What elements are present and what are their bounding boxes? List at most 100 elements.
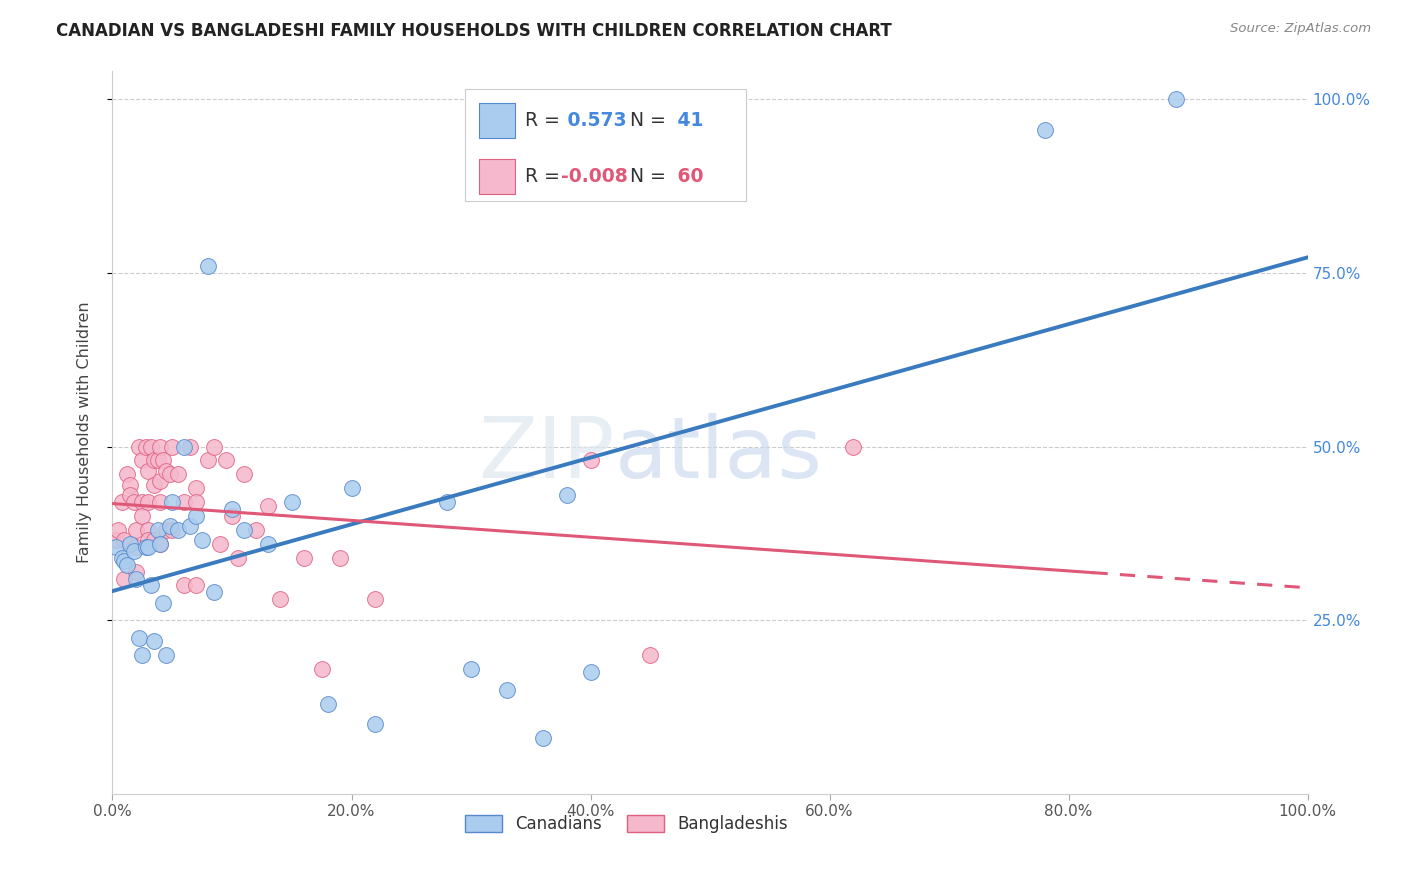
Point [531, 731, 554, 746]
Point [149, 495, 172, 509]
FancyBboxPatch shape [479, 160, 515, 194]
Point [292, 550, 315, 565]
Point [226, 550, 249, 565]
Point [114, 533, 135, 548]
Point [143, 453, 166, 467]
Point [152, 453, 174, 467]
Point [111, 550, 134, 565]
Point [162, 495, 183, 509]
Point [143, 477, 166, 491]
Text: R =: R = [524, 168, 565, 186]
Point [138, 541, 160, 555]
Point [221, 508, 243, 523]
Text: atlas: atlas [614, 413, 823, 496]
Point [138, 464, 160, 478]
Point [579, 453, 602, 467]
Point [138, 523, 160, 537]
Point [186, 481, 208, 495]
Point [436, 495, 458, 509]
Point [364, 717, 387, 731]
Point [167, 523, 190, 537]
Point [257, 499, 280, 513]
Point [162, 440, 183, 454]
Point [197, 259, 219, 273]
Point [105, 533, 128, 548]
Point [167, 467, 190, 482]
Point [146, 523, 169, 537]
Point [131, 508, 153, 523]
Point [179, 519, 201, 533]
Text: R =: R = [524, 112, 565, 130]
Point [215, 453, 238, 467]
Text: -0.008: -0.008 [561, 168, 627, 186]
Point [131, 453, 153, 467]
Point [128, 440, 150, 454]
Point [197, 453, 219, 467]
Point [316, 697, 339, 711]
Point [159, 467, 181, 482]
Point [640, 648, 662, 662]
Point [460, 662, 482, 676]
Point [221, 502, 243, 516]
Point [579, 665, 602, 680]
Text: Source: ZipAtlas.com: Source: ZipAtlas.com [1230, 22, 1371, 36]
Point [155, 648, 177, 662]
Legend: Canadians, Bangladeshis: Canadians, Bangladeshis [458, 808, 794, 839]
Point [555, 488, 578, 502]
Point [233, 467, 256, 482]
Point [105, 541, 128, 555]
Point [1033, 123, 1056, 137]
Point [186, 578, 208, 592]
Point [138, 533, 160, 548]
Point [115, 558, 138, 572]
Point [173, 440, 195, 454]
Point [120, 537, 142, 551]
Point [125, 565, 148, 579]
Point [111, 495, 134, 509]
Point [122, 495, 145, 509]
Point [146, 453, 169, 467]
Point [128, 631, 150, 645]
Point [269, 592, 291, 607]
Point [143, 533, 166, 548]
Point [152, 596, 174, 610]
Point [139, 578, 162, 592]
Point [131, 648, 153, 662]
Text: CANADIAN VS BANGLADESHI FAMILY HOUSEHOLDS WITH CHILDREN CORRELATION CHART: CANADIAN VS BANGLADESHI FAMILY HOUSEHOLD… [56, 22, 891, 40]
Point [364, 592, 387, 607]
Point [138, 495, 160, 509]
Point [186, 508, 208, 523]
Point [149, 537, 172, 551]
Point [114, 554, 135, 568]
Point [125, 572, 148, 586]
Y-axis label: Family Households with Children: Family Households with Children [77, 301, 91, 564]
Text: ZIP: ZIP [478, 413, 614, 496]
Point [155, 464, 177, 478]
Point [496, 682, 519, 697]
Point [122, 543, 145, 558]
Point [842, 440, 865, 454]
Point [186, 495, 208, 509]
Point [115, 467, 138, 482]
Point [155, 523, 177, 537]
Point [135, 440, 157, 454]
Point [162, 523, 183, 537]
Point [202, 585, 225, 599]
Point [114, 572, 135, 586]
Point [143, 634, 166, 648]
Text: 41: 41 [671, 112, 703, 130]
Point [311, 662, 333, 676]
Point [120, 488, 142, 502]
Point [173, 495, 195, 509]
Point [1166, 92, 1188, 106]
Point [202, 440, 225, 454]
Point [149, 475, 172, 489]
Point [329, 550, 352, 565]
Point [209, 537, 232, 551]
Point [107, 523, 129, 537]
Point [120, 477, 142, 491]
Point [135, 541, 157, 555]
Point [139, 440, 162, 454]
Text: N =: N = [619, 112, 672, 130]
FancyBboxPatch shape [465, 89, 747, 202]
